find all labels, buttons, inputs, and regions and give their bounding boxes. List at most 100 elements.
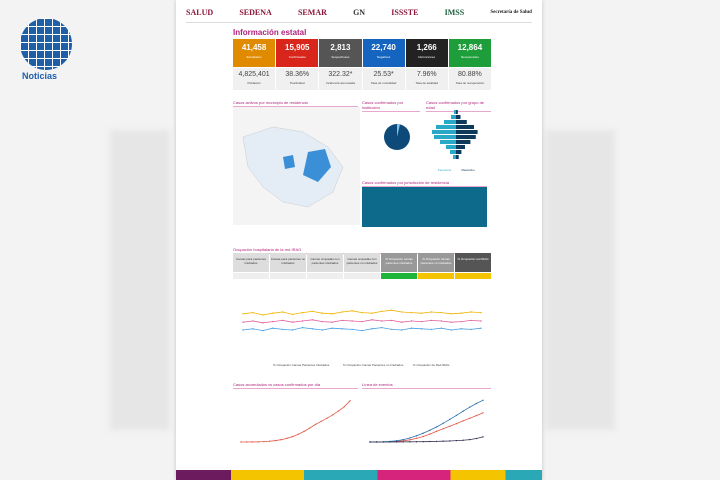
data-point [482, 399, 484, 402]
news-logo-icon [20, 18, 72, 70]
data-point [240, 441, 242, 443]
stat-label: Recuperados [460, 55, 479, 59]
data-point [469, 406, 471, 408]
data-point [252, 320, 254, 322]
data-point [321, 329, 324, 331]
age-bar-male [456, 140, 471, 144]
legend-female: Femenino [438, 168, 452, 172]
data-point [311, 328, 314, 330]
rate-card: 7.96% Tasa de letalidad [405, 68, 448, 90]
data-point [351, 310, 353, 312]
rate-label: Tasa de recuperación [455, 81, 485, 85]
rate-value: 25.53* [373, 71, 394, 78]
stat-card: 12,864 Recuperados [448, 39, 491, 67]
data-point [449, 425, 451, 427]
data-point [475, 437, 478, 440]
data-point [395, 441, 398, 443]
table-header: % Ocupación camas pacientes no intubados [418, 253, 454, 272]
data-point [460, 320, 462, 323]
data-point [291, 329, 294, 331]
timeline-series-line [369, 399, 484, 443]
table-header: % Ocupación camas pacientes intubados [381, 253, 417, 272]
data-point [301, 326, 304, 329]
age-bar-female [440, 140, 456, 144]
data-point [460, 328, 462, 330]
data-point [382, 441, 384, 443]
rate-label: Incidencia acumulada [325, 81, 355, 85]
news-logo-text: Noticias [22, 71, 58, 81]
data-point [402, 440, 404, 442]
data-point [480, 311, 482, 314]
age-pyramid-chart [432, 110, 478, 159]
data-point [482, 412, 484, 414]
age-bar-male [456, 155, 459, 159]
logo-secretaria-salud: Secretaría de Salud [490, 10, 532, 15]
data-point [246, 441, 248, 443]
data-point [442, 428, 444, 430]
data-point [257, 441, 259, 443]
state-map[interactable] [233, 107, 360, 225]
data-point [280, 438, 282, 441]
data-point [381, 310, 383, 313]
rate-card: 25.53* Tasa de mortalidad [362, 68, 405, 90]
logo-issste: ISSSTE [391, 8, 419, 17]
age-bar-female [434, 135, 456, 139]
data-point [301, 311, 304, 314]
age-legend: Femenino Masculino [438, 168, 475, 172]
map-region-active [303, 149, 331, 182]
data-point [422, 435, 424, 438]
table-header: % Ocupación red IRAG [455, 253, 491, 272]
rate-card: 38.36% Positividad [276, 68, 319, 90]
rate-value: 4,825,401 [238, 71, 270, 78]
rate-value: 80.88% [458, 71, 482, 78]
data-point [440, 320, 443, 322]
age-bar-female [454, 110, 456, 114]
rate-label: Positividad [289, 81, 305, 85]
age-bar-male [456, 110, 458, 114]
report-document: SALUD SEDENA SEMAR GN ISSSTE IMSS Secret… [176, 0, 542, 480]
rate-label: Tasa de mortalidad [370, 81, 397, 85]
logo-semar: SEMAR [297, 8, 327, 17]
stat-label: Sospechosos [331, 55, 350, 59]
occupancy-line-chart: % Ocupación Camas Pacientes Intubados % O… [242, 309, 482, 367]
data-point [286, 437, 288, 440]
logo-sedena: SEDENA [239, 8, 272, 17]
map-region-active [283, 155, 295, 169]
data-point [450, 313, 452, 315]
data-point [469, 438, 471, 441]
data-point [281, 328, 284, 331]
data-point [475, 402, 478, 405]
legend-label: % Ocupación de Red IRAG [413, 363, 450, 367]
stat-card: 15,905 Confirmados [276, 39, 319, 67]
stat-value: 15,905 [285, 43, 310, 52]
age-bar-female [446, 145, 456, 149]
data-point [321, 320, 324, 323]
age-bar-female [432, 130, 456, 134]
pie-slice-other [397, 123, 400, 137]
rate-label: Población [247, 81, 261, 85]
data-point [415, 435, 418, 437]
data-point [462, 439, 464, 441]
data-point [337, 410, 340, 412]
rate-card: 322.32* Incidencia acumulada [319, 68, 362, 90]
data-point [291, 321, 294, 323]
data-point [389, 441, 391, 443]
cumulative-series-line [240, 400, 351, 443]
background-blur-left [110, 130, 170, 430]
data-point [341, 311, 343, 313]
age-bar-male [456, 120, 467, 124]
stat-value: 12,864 [457, 43, 483, 52]
data-point [351, 320, 353, 322]
data-point [429, 433, 431, 435]
data-point [410, 311, 413, 314]
data-point [309, 427, 311, 429]
data-point [462, 410, 464, 412]
section-title-age: Casos confirmados por grupo de edad [426, 100, 491, 112]
rate-card: 80.88% Tasa de recuperación [448, 68, 491, 90]
data-point [375, 441, 378, 443]
data-point [326, 417, 328, 419]
data-point [450, 321, 452, 323]
data-point [435, 430, 438, 433]
jurisdiction-map[interactable] [362, 187, 487, 227]
data-point [281, 319, 284, 322]
